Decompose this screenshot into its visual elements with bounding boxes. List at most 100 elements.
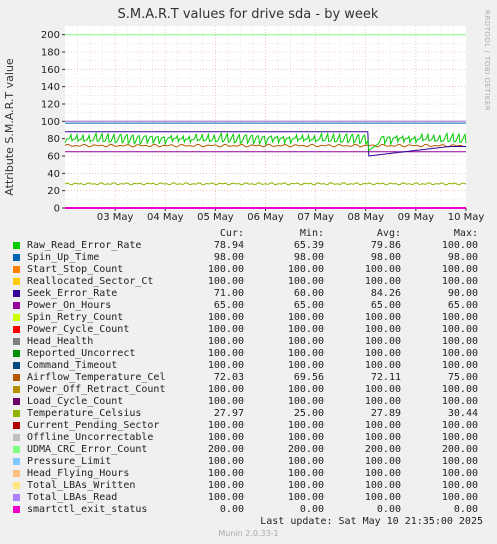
legend-min-value: 100.00 (287, 324, 324, 335)
legend-swatch (13, 254, 20, 261)
legend-row: Spin_Retry_Count 100.00 100.00 100.00 100.00 (0, 312, 497, 324)
legend-max-value: 100.00 (441, 324, 478, 335)
x-tick-label: 03 May (97, 212, 134, 223)
chart-title: S.M.A.R.T values for drive sda - by week (118, 7, 379, 22)
legend-cur-value: 65.00 (213, 300, 244, 311)
legend-cur-value: 71.00 (213, 288, 244, 299)
legend-min-value: 100.00 (287, 312, 324, 323)
legend-min-value: 100.00 (287, 348, 324, 359)
legend-row: Head_Health 100.00 100.00 100.00 100.00 (0, 336, 497, 348)
legend-row: smartctl_exit_status 0.00 0.00 0.00 0.00 (0, 504, 497, 516)
chart: S.M.A.R.T values for drive sda - by week… (3, 7, 491, 223)
legend-series-name: smartctl_exit_status (27, 504, 148, 515)
legend-series-name: Current_Pending_Sector (27, 420, 160, 431)
legend-avg-value: 100.00 (364, 336, 401, 347)
legend-series-name: Airflow_Temperature_Cel (27, 372, 166, 383)
legend-swatch (13, 398, 20, 405)
legend-cur-value: 100.00 (207, 480, 244, 491)
y-tick-label: 140 (41, 82, 60, 93)
legend-swatch (13, 350, 20, 357)
legend-avg-value: 100.00 (364, 468, 401, 479)
legend-cur-value: 100.00 (207, 276, 244, 287)
legend-avg-value: 65.00 (370, 300, 401, 311)
legend-swatch (13, 290, 20, 297)
legend-max-value: 100.00 (441, 312, 478, 323)
legend-series-name: Reported_Uncorrect (27, 348, 136, 359)
legend-swatch (13, 362, 20, 369)
column-header-min: Min: (299, 228, 324, 239)
munin-version: Munin 2.0.33-1 (218, 529, 279, 538)
legend-min-value: 100.00 (287, 384, 324, 395)
legend-max-value: 100.00 (441, 336, 478, 347)
legend-series-name: Spin_Retry_Count (27, 312, 124, 323)
legend-avg-value: 100.00 (364, 420, 401, 431)
legend-avg-value: 100.00 (364, 456, 401, 467)
legend-row: Power_On_Hours 65.00 65.00 65.00 65.00 (0, 300, 497, 312)
legend-max-value: 100.00 (441, 360, 478, 371)
column-header-avg: Avg: (376, 228, 401, 239)
legend-avg-value: 100.00 (364, 492, 401, 503)
legend-row: UDMA_CRC_Error_Count 200.00 200.00 200.00 20… (0, 444, 497, 456)
series-line-airflow-temperature-cel (64, 143, 467, 148)
legend-max-value: 100.00 (441, 396, 478, 407)
legend-row: Total_LBAs_Read 100.00 100.00 100.00 100.00 (0, 492, 497, 504)
x-tick-label: 07 May (297, 212, 334, 223)
legend-min-value: 98.00 (293, 252, 324, 263)
legend-cur-value: 72.03 (213, 372, 244, 383)
y-tick-label: 80 (47, 134, 60, 145)
legend-swatch (13, 482, 20, 489)
legend-avg-value: 27.89 (370, 408, 401, 419)
series-line-seek-error-rate (65, 131, 466, 157)
legend-avg-value: 200.00 (364, 444, 401, 455)
legend-series-name: Start_Stop_Count (27, 264, 124, 275)
y-tick-label: 100 (41, 117, 60, 128)
legend-min-value: 100.00 (287, 396, 324, 407)
legend-swatch (13, 242, 20, 249)
legend-cur-value: 100.00 (207, 312, 244, 323)
legend-row: Power_Cycle_Count 100.00 100.00 100.00 100.0… (0, 324, 497, 336)
legend-cur-value: 100.00 (207, 324, 244, 335)
legend-max-value: 65.00 (447, 300, 478, 311)
x-tick-label: 06 May (247, 212, 284, 223)
legend-row: Pressure_Limit 100.00 100.00 100.00 100.00 (0, 456, 497, 468)
legend-max-value: 100.00 (441, 240, 478, 251)
legend-max-value: 98.00 (447, 252, 478, 263)
x-tick-label: 10 May (448, 212, 485, 223)
legend-swatch (13, 266, 20, 273)
legend-cur-value: 78.94 (213, 240, 244, 251)
legend-row: Reallocated_Sector_Ct 100.00 100.00 100.00 1… (0, 276, 497, 288)
legend-swatch (13, 386, 20, 393)
legend-max-value: 100.00 (441, 276, 478, 287)
column-header-max: Max: (453, 228, 478, 239)
x-tick-label: 08 May (347, 212, 384, 223)
series-line-raw-read-error-rate (64, 131, 467, 152)
legend-avg-value: 79.86 (370, 240, 401, 251)
legend-series-name: Head_Health (27, 336, 94, 347)
legend-min-value: 100.00 (287, 360, 324, 371)
legend-max-value: 75.00 (447, 372, 478, 383)
legend-cur-value: 100.00 (207, 348, 244, 359)
legend-max-value: 100.00 (441, 384, 478, 395)
legend-min-value: 0.00 (299, 504, 324, 515)
legend-series-name: Power_Cycle_Count (27, 324, 130, 335)
column-header-cur: Cur: (219, 228, 244, 239)
legend-row: Load_Cycle_Count 100.00 100.00 100.00 100.00 (0, 396, 497, 408)
legend-min-value: 100.00 (287, 432, 324, 443)
legend-swatch (13, 434, 20, 441)
legend-avg-value: 100.00 (364, 360, 401, 371)
legend-row: Power_Off_Retract_Count 100.00 100.00 100.0… (0, 384, 497, 396)
legend-series-name: Temperature_Celsius (27, 408, 142, 419)
legend-swatch (13, 302, 20, 309)
legend-avg-value: 100.00 (364, 480, 401, 491)
legend-row: Seek_Error_Rate 71.00 60.00 84.26 90.00 (0, 288, 497, 300)
legend-avg-value: 100.00 (364, 384, 401, 395)
legend-series-name: Seek_Error_Rate (27, 288, 118, 299)
legend-max-value: 100.00 (441, 432, 478, 443)
legend-series-name: Head_Flying_Hours (27, 468, 130, 479)
x-tick-label: 09 May (398, 212, 435, 223)
legend-avg-value: 100.00 (364, 432, 401, 443)
legend-max-value: 100.00 (441, 420, 478, 431)
legend-max-value: 100.00 (441, 492, 478, 503)
legend-series-name: Raw_Read_Error_Rate (27, 240, 142, 251)
legend-row: Total_LBAs_Written 100.00 100.00 100.00 100.… (0, 480, 497, 492)
